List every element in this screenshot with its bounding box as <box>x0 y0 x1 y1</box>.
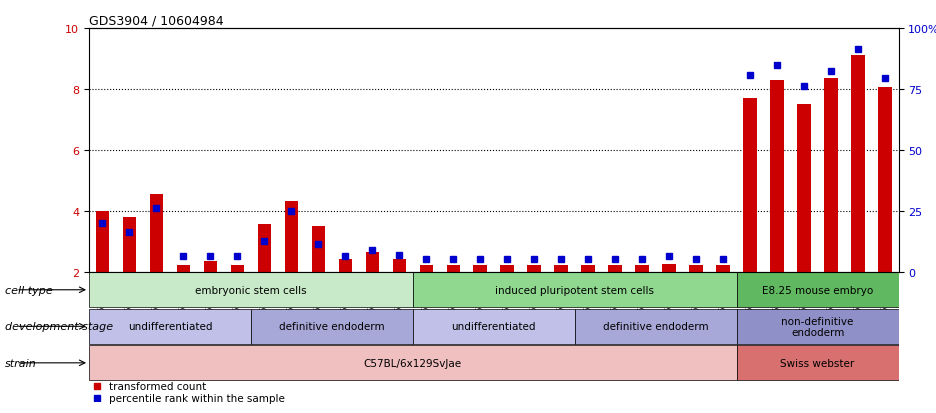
Bar <box>177 266 190 272</box>
Text: Swiss webster: Swiss webster <box>781 358 855 368</box>
Bar <box>690 266 703 272</box>
Bar <box>770 81 783 272</box>
Bar <box>339 260 352 272</box>
Bar <box>123 217 136 272</box>
Bar <box>230 266 244 272</box>
Text: non-definitive
endoderm: non-definitive endoderm <box>782 316 854 337</box>
Bar <box>528 266 541 272</box>
Bar <box>251 309 413 344</box>
Bar <box>89 345 737 380</box>
Bar <box>878 88 892 272</box>
Bar <box>204 261 217 272</box>
Text: embryonic stem cells: embryonic stem cells <box>195 285 307 295</box>
Bar <box>312 226 325 272</box>
Bar <box>285 202 298 272</box>
Text: development stage: development stage <box>5 322 113 332</box>
Bar <box>825 79 838 272</box>
Bar <box>413 273 737 308</box>
Bar <box>608 266 622 272</box>
Text: undifferentiated: undifferentiated <box>127 322 212 332</box>
Bar <box>575 309 737 344</box>
Bar <box>501 266 514 272</box>
Bar <box>257 225 271 272</box>
Text: definitive endoderm: definitive endoderm <box>603 322 709 332</box>
Text: strain: strain <box>5 358 37 368</box>
Text: GDS3904 / 10604984: GDS3904 / 10604984 <box>89 15 224 28</box>
Text: percentile rank within the sample: percentile rank within the sample <box>110 393 285 403</box>
Text: definitive endoderm: definitive endoderm <box>279 322 385 332</box>
Text: transformed count: transformed count <box>110 381 207 391</box>
Bar <box>636 266 649 272</box>
Bar <box>419 266 433 272</box>
Bar <box>366 252 379 272</box>
Bar <box>150 195 163 272</box>
Bar <box>581 266 595 272</box>
Bar <box>743 99 757 272</box>
Bar <box>392 260 406 272</box>
Bar <box>89 273 413 308</box>
Bar <box>852 56 865 272</box>
Bar <box>446 266 460 272</box>
Bar <box>89 309 251 344</box>
Bar <box>797 105 811 272</box>
Text: undifferentiated: undifferentiated <box>451 322 536 332</box>
Text: C57BL/6x129SvJae: C57BL/6x129SvJae <box>364 358 461 368</box>
Bar <box>716 266 730 272</box>
Bar <box>737 273 899 308</box>
Text: E8.25 mouse embryo: E8.25 mouse embryo <box>762 285 873 295</box>
Bar <box>413 309 575 344</box>
Bar <box>663 264 676 272</box>
Text: cell type: cell type <box>5 285 52 295</box>
Bar <box>737 309 899 344</box>
Bar <box>554 266 568 272</box>
Bar <box>95 211 110 272</box>
Text: induced pluripotent stem cells: induced pluripotent stem cells <box>495 285 654 295</box>
Bar <box>474 266 487 272</box>
Bar <box>737 345 899 380</box>
